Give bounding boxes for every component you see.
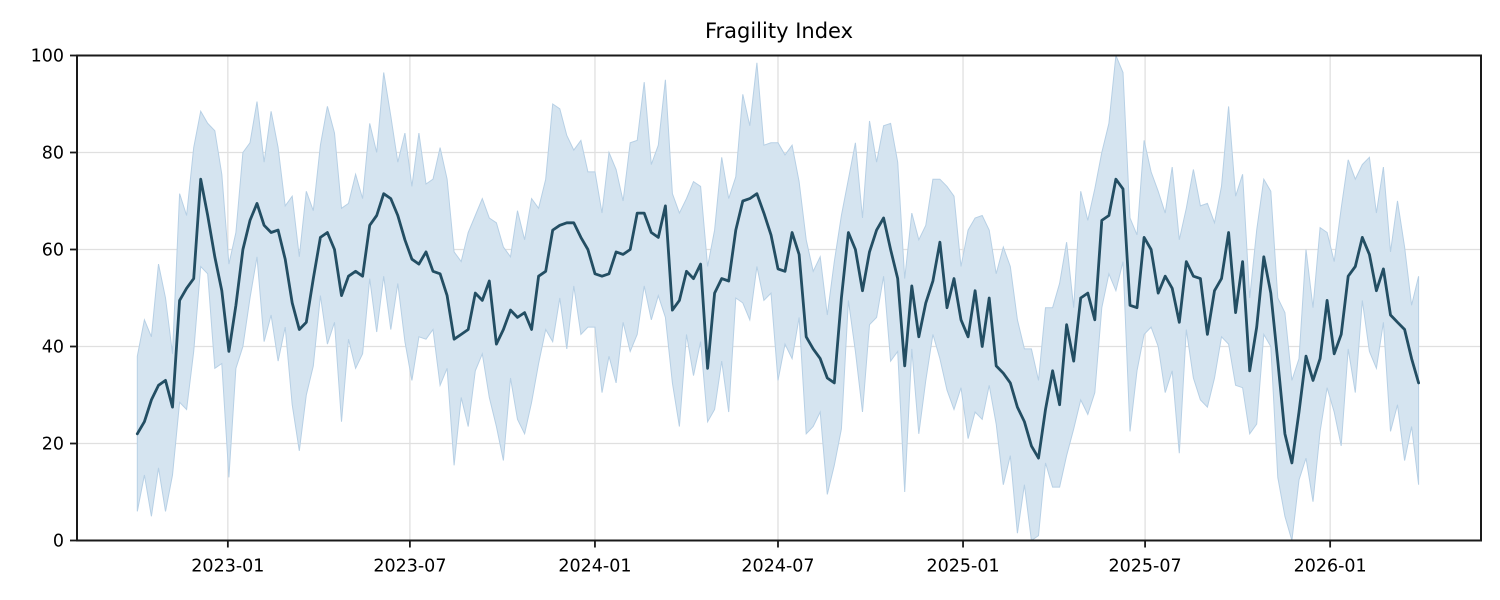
x-tick-label: 2025-01 [926, 557, 999, 577]
x-tick-label: 2023-01 [191, 557, 264, 577]
x-tick-label: 2024-07 [741, 557, 814, 577]
axis-ticks: 2023-01 2023-07 2024-01 2024-07 2025-01 2025-… [31, 47, 1367, 577]
y-tick-label: 100 [31, 47, 64, 67]
chart-title: Fragility Index [705, 19, 853, 43]
x-tick-label: 2023-07 [373, 557, 446, 577]
fragility-index-line [135, 177, 1420, 465]
x-tick-label: 2024-01 [558, 557, 631, 577]
y-tick-label: 40 [42, 338, 64, 358]
y-tick-label: 80 [42, 144, 64, 164]
y-tick-label: 60 [42, 241, 64, 261]
x-tick-label: 2025-07 [1109, 557, 1182, 577]
y-tick-label: 20 [42, 435, 64, 455]
y-tick-label: 0 [53, 532, 64, 552]
x-tick-label: 2026-01 [1294, 557, 1367, 577]
plot-frame [76, 54, 1482, 542]
confidence-band [136, 55, 1420, 541]
